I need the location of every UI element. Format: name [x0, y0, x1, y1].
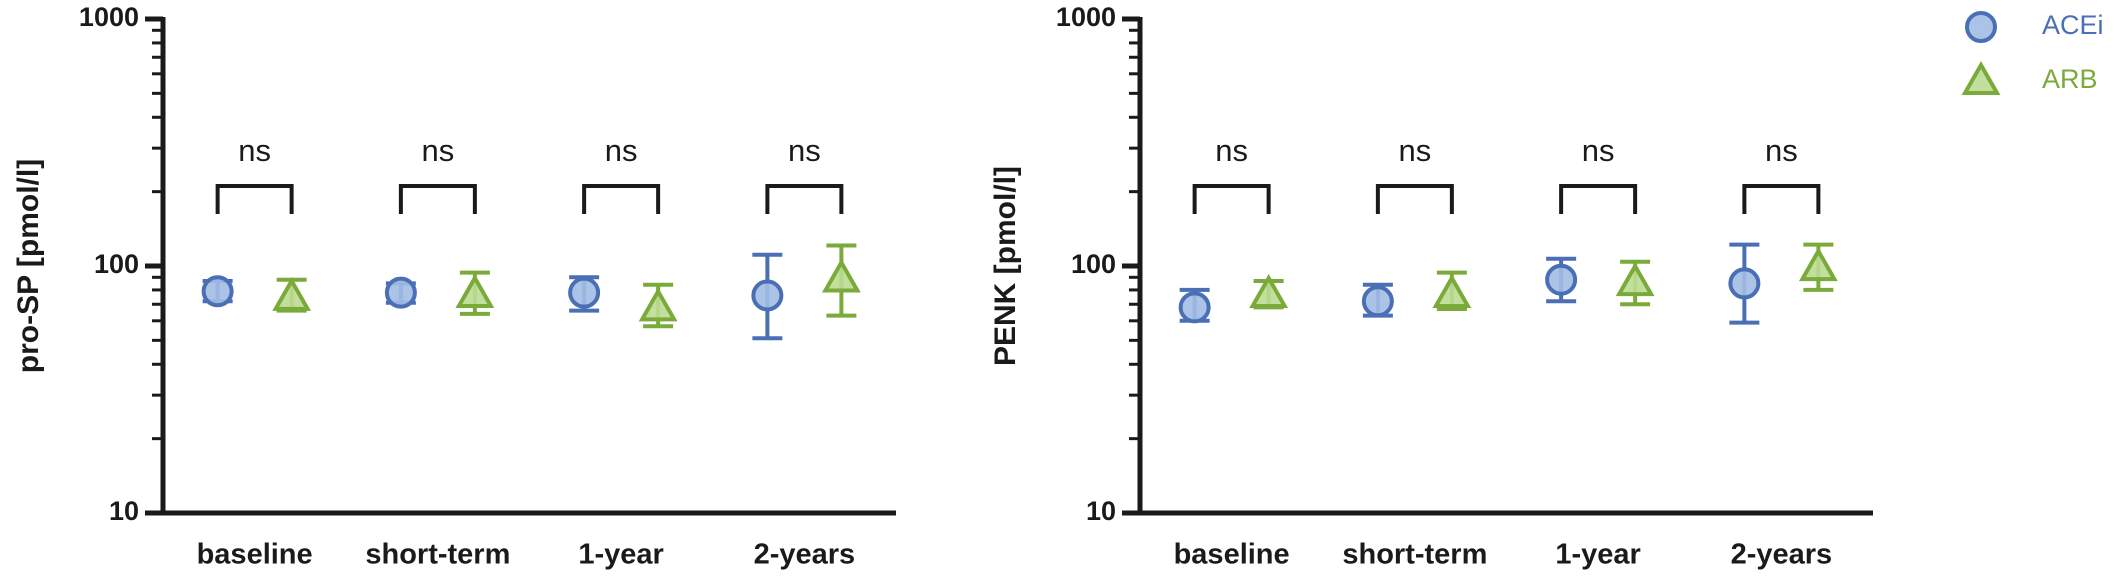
annotation: ns [1215, 133, 1248, 168]
point [272, 276, 312, 311]
point [1361, 285, 1394, 318]
annotation: ns [1582, 133, 1615, 168]
annotation: ns [422, 133, 455, 168]
y-tick-label: 100 [1071, 249, 1116, 279]
point [1178, 291, 1211, 324]
point [568, 276, 601, 309]
point [1728, 267, 1761, 300]
significance-bracket [1559, 184, 1638, 214]
y-tick-label: 1000 [1056, 2, 1116, 32]
significance-bracket [1742, 184, 1821, 214]
y-axis-label: PENK [pmol/l] [989, 166, 1022, 366]
annotation: ns [1765, 133, 1798, 168]
point [638, 287, 678, 322]
x-tick-label: baseline [197, 539, 313, 571]
x-tick-label: 2-years [1731, 539, 1833, 571]
significance-bracket [582, 184, 661, 214]
point [821, 258, 861, 293]
x-tick-label: 1-year [1555, 539, 1640, 571]
point [384, 276, 417, 309]
legend-marker [1961, 60, 2001, 95]
annotation: ns [238, 133, 271, 168]
x-tick-label: baseline [1174, 539, 1290, 571]
point [1249, 274, 1289, 309]
x-tick-label: 1-year [578, 539, 663, 571]
x-tick-label: short-term [365, 539, 510, 571]
point [1615, 262, 1655, 297]
significance-bracket [765, 184, 844, 214]
y-tick-label: 100 [94, 249, 139, 279]
legend-marker [1965, 11, 1997, 43]
point [1432, 274, 1472, 309]
x-tick-label: 2-years [754, 539, 856, 571]
y-axis-label: pro-SP [pmol/l] [12, 159, 45, 373]
y-tick-label: 10 [1086, 496, 1116, 526]
significance-bracket [1375, 184, 1454, 214]
x-tick-label: short-term [1342, 539, 1487, 571]
point [1545, 263, 1578, 296]
y-tick-label: 10 [109, 496, 139, 526]
point [455, 274, 495, 309]
significance-bracket [1192, 184, 1271, 214]
y-tick-label: 1000 [79, 2, 139, 32]
legend-label: ARB [2042, 64, 2098, 94]
annotation: ns [1399, 133, 1432, 168]
annotation: ns [605, 133, 638, 168]
annotation: ns [788, 133, 821, 168]
point [751, 279, 784, 312]
point [201, 275, 234, 308]
significance-bracket [215, 184, 294, 214]
point [1798, 247, 1838, 282]
legend-label: ACEi [2042, 10, 2104, 40]
significance-bracket [398, 184, 477, 214]
